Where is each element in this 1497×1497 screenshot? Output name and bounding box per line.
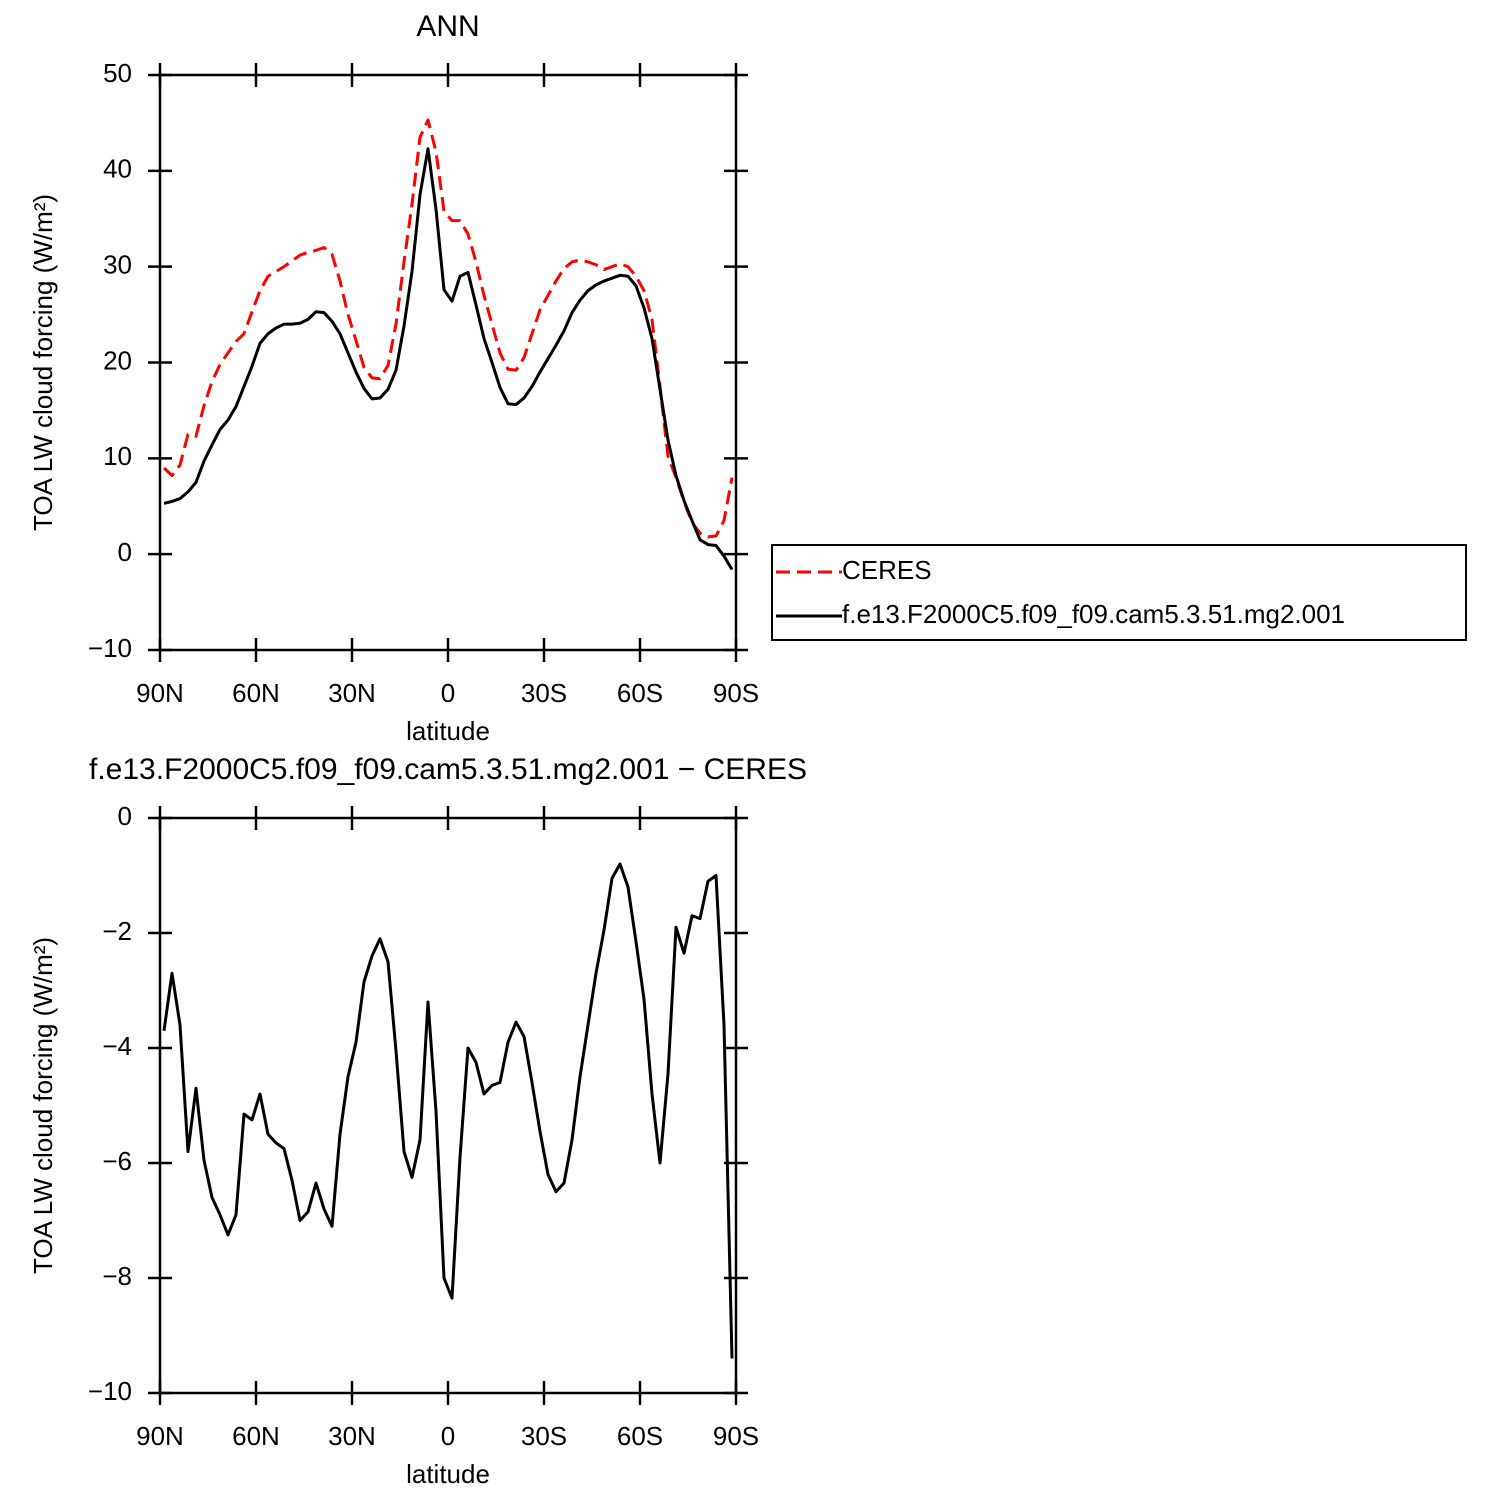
x-tick-label: 30N xyxy=(328,678,376,708)
y-tick-label: 10 xyxy=(103,441,132,471)
y-tick-label: 40 xyxy=(103,154,132,184)
x-axis-label: latitude xyxy=(406,1459,490,1489)
x-tick-label: 90S xyxy=(713,678,759,708)
y-tick-label: −10 xyxy=(88,1376,132,1406)
y-tick-label: 0 xyxy=(118,537,132,567)
chart-title: f.e13.F2000C5.f09_f09.cam5.3.51.mg2.001 … xyxy=(89,753,807,786)
x-tick-label: 30S xyxy=(521,1421,567,1451)
plot-frame xyxy=(158,816,738,1395)
y-axis-label: TOA LW cloud forcing (W/m²) xyxy=(28,194,58,531)
y-axis-label: TOA LW cloud forcing (W/m²) xyxy=(28,937,58,1274)
y-tick-label: −2 xyxy=(102,916,132,946)
data-line xyxy=(162,862,734,1359)
x-tick-label: 30N xyxy=(328,1421,376,1451)
y-tick-label: 0 xyxy=(118,801,132,831)
x-tick-label: 60S xyxy=(617,1421,663,1451)
y-tick-label: 20 xyxy=(103,345,132,375)
y-tick-label: 30 xyxy=(103,250,132,280)
data-line xyxy=(162,118,734,539)
x-tick-label: 90N xyxy=(136,678,184,708)
x-tick-label: 0 xyxy=(441,1421,455,1451)
x-tick-label: 0 xyxy=(441,678,455,708)
y-tick-label: −8 xyxy=(102,1261,132,1291)
plot-frame xyxy=(158,73,738,652)
data-line xyxy=(163,147,734,571)
x-tick-label: 90S xyxy=(713,1421,759,1451)
y-tick-label: −10 xyxy=(88,633,132,663)
x-tick-label: 60N xyxy=(232,1421,280,1451)
legend-box xyxy=(771,544,1467,641)
y-tick-label: −4 xyxy=(102,1031,132,1061)
chart-title: ANN xyxy=(416,10,479,43)
legend-label: f.e13.F2000C5.f09_f09.cam5.3.51.mg2.001 xyxy=(842,599,1345,629)
x-tick-label: 60S xyxy=(617,678,663,708)
legend-label: CERES xyxy=(842,555,932,585)
x-tick-label: 60N xyxy=(232,678,280,708)
y-tick-label: −6 xyxy=(102,1146,132,1176)
x-axis-label: latitude xyxy=(406,716,490,746)
y-tick-label: 50 xyxy=(103,58,132,88)
x-tick-label: 30S xyxy=(521,678,567,708)
x-tick-label: 90N xyxy=(136,1421,184,1451)
